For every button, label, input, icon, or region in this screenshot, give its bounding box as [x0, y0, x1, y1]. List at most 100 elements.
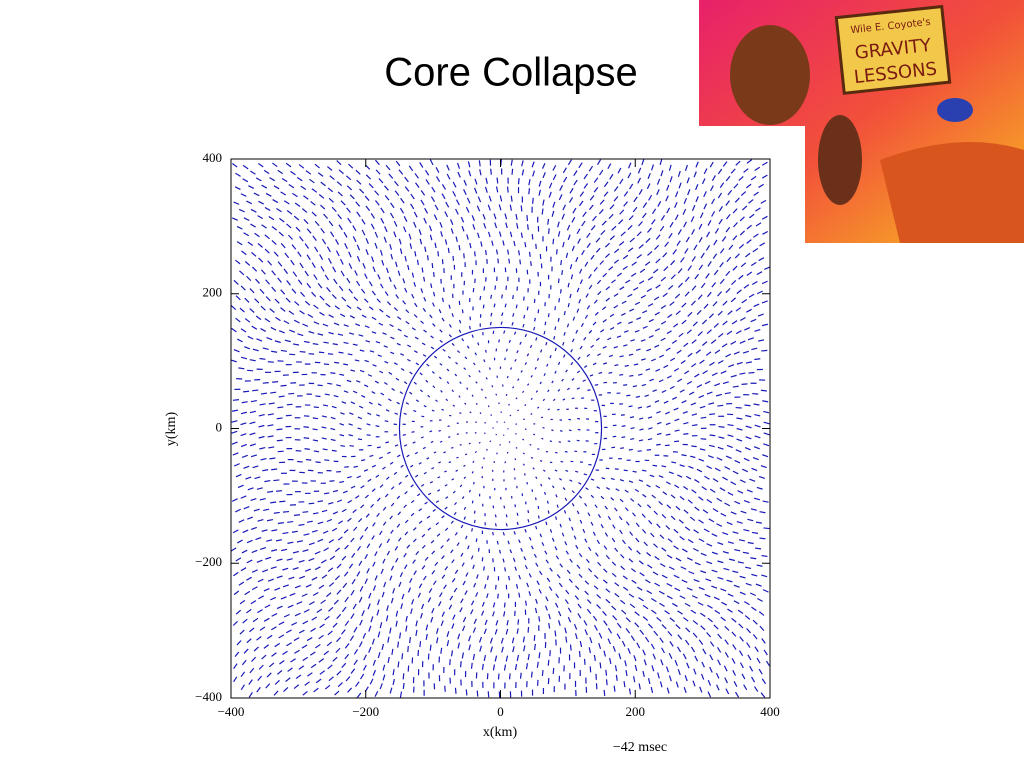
field-arrow — [243, 390, 250, 393]
field-arrow — [592, 615, 598, 622]
field-arrow — [474, 251, 476, 257]
field-arrow — [407, 264, 410, 271]
field-arrow — [445, 201, 450, 208]
field-arrow — [358, 518, 363, 523]
field-arrow — [725, 455, 732, 460]
field-arrow — [259, 497, 266, 501]
field-arrow — [390, 486, 395, 490]
field-arrow — [720, 588, 727, 592]
field-arrow — [414, 451, 419, 455]
field-arrow — [402, 673, 405, 680]
field-arrow — [338, 169, 344, 175]
field-arrow — [666, 687, 670, 694]
field-arrow — [263, 617, 270, 622]
field-arrow — [261, 184, 268, 189]
field-arrow — [571, 503, 575, 507]
field-arrow — [714, 227, 720, 234]
field-arrow — [607, 638, 612, 645]
field-arrow — [602, 345, 607, 349]
field-arrow — [620, 565, 626, 571]
field-arrow — [378, 322, 384, 326]
field-arrow — [517, 378, 520, 381]
field-arrow — [383, 345, 388, 348]
field-arrow — [489, 637, 493, 644]
field-arrow — [587, 568, 593, 573]
field-arrow — [339, 373, 345, 376]
field-arrow — [461, 562, 465, 567]
field-arrow — [250, 600, 257, 605]
field-arrow — [282, 510, 290, 513]
field-arrow — [439, 339, 443, 343]
field-arrow — [527, 519, 530, 523]
field-arrow — [598, 209, 604, 215]
field-arrow — [695, 161, 699, 168]
field-arrow — [395, 294, 400, 299]
field-arrow — [264, 479, 271, 483]
field-arrow — [629, 237, 635, 243]
field-arrow — [390, 253, 394, 260]
field-arrow — [474, 352, 477, 356]
field-arrow — [432, 580, 437, 586]
field-arrow — [684, 291, 690, 297]
field-arrow — [673, 574, 680, 579]
field-arrow — [737, 609, 744, 614]
field-arrow — [732, 470, 739, 475]
field-arrow — [741, 673, 746, 680]
field-arrow — [578, 651, 581, 658]
field-arrow — [269, 457, 276, 460]
field-arrow — [249, 443, 256, 447]
field-arrow — [309, 651, 316, 656]
field-arrow — [410, 464, 414, 468]
field-arrow — [395, 261, 398, 268]
field-arrow — [413, 570, 417, 576]
field-arrow — [305, 170, 312, 175]
field-arrow — [382, 506, 387, 511]
field-arrow — [614, 547, 619, 553]
field-arrow — [495, 620, 499, 626]
field-arrow — [327, 353, 334, 355]
field-arrow — [635, 537, 640, 543]
field-arrow — [704, 380, 711, 385]
field-arrow — [246, 608, 252, 614]
field-arrow — [575, 470, 579, 473]
field-arrow — [502, 532, 505, 536]
field-arrow — [740, 191, 747, 197]
field-arrow — [483, 359, 486, 363]
field-arrow — [732, 531, 739, 535]
field-arrow — [411, 293, 415, 299]
field-arrow — [374, 242, 378, 249]
field-arrow — [329, 175, 335, 180]
field-arrow — [565, 636, 568, 643]
field-arrow — [761, 349, 768, 352]
field-arrow — [616, 272, 622, 277]
field-arrow — [578, 200, 584, 207]
field-arrow — [590, 344, 595, 349]
field-arrow — [466, 345, 470, 349]
field-arrow — [709, 185, 714, 192]
field-arrow — [461, 225, 465, 232]
field-arrow — [358, 334, 364, 337]
field-arrow — [378, 456, 383, 460]
field-arrow — [698, 458, 705, 462]
y-tick-label: −400 — [195, 689, 222, 704]
field-arrow — [271, 239, 277, 245]
field-arrow — [656, 617, 662, 622]
field-arrow — [459, 381, 462, 385]
field-arrow — [524, 600, 527, 606]
field-arrow — [590, 225, 596, 231]
field-arrow — [611, 225, 617, 231]
field-arrow — [557, 389, 561, 392]
field-arrow — [370, 213, 375, 219]
field-arrow — [660, 170, 664, 177]
field-arrow — [559, 289, 562, 294]
field-arrow — [702, 648, 707, 655]
field-arrow — [546, 363, 549, 367]
field-arrow — [313, 304, 319, 310]
field-arrow — [648, 335, 654, 339]
field-arrow — [250, 497, 257, 501]
field-arrow — [371, 331, 377, 334]
field-arrow — [238, 367, 245, 370]
field-arrow — [668, 471, 674, 475]
field-arrow — [726, 579, 733, 583]
field-arrow — [414, 474, 419, 478]
